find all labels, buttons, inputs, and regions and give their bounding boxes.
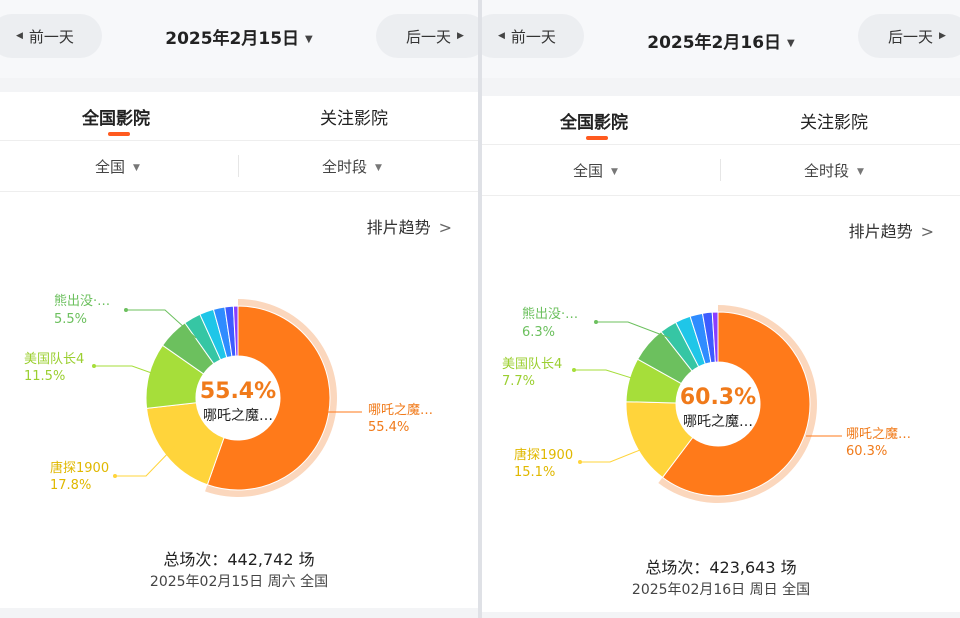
leader-line-tang [115,445,176,477]
leader-line-bear [126,309,197,339]
caret-left-icon: ◀ [16,31,23,41]
center-film-name: 哪吒之魔… [203,408,273,424]
schedule-trend-label: 排片趋势 [848,222,913,241]
period-filter[interactable]: 全时段 ▼ [804,160,864,181]
leader-dot-tang [578,460,582,464]
leader-line-bear [596,321,671,339]
caret-right-icon: ▶ [457,31,464,41]
caret-down-icon: ▼ [133,163,140,173]
center-film-name: 哪吒之魔… [683,414,753,430]
filter-separator [720,159,721,181]
caret-down-icon: ▼ [305,34,313,45]
total-showings: 总场次：423,643 场 [645,558,797,577]
label-nezha-name: 哪吒之魔… [368,403,433,418]
period-filter-label: 全时段 [322,158,368,176]
next-day-label: 后一天 [406,27,452,46]
label-nezha-pct: 55.4% [368,420,409,435]
region-filter[interactable]: 全国 ▼ [95,156,140,177]
cinema-tabs: 全国影院 关注影院 [0,92,478,141]
filter-bar: 全国 ▼ 全时段 ▼ [482,145,960,196]
filter-separator [238,155,239,177]
prev-day-label: 前一天 [28,27,74,46]
date-bar: ◀ 前一天 2025年2月16日 ▼ 后一天 ▶ [482,0,960,78]
prev-day-button[interactable]: ◀ 前一天 [0,14,102,58]
share-donut-chart: 60.3% 哪吒之魔… 熊出没·… 6.3% 美国队长4 7.7% 唐探1900… [502,305,911,503]
period-filter-label: 全时段 [804,162,850,180]
leader-dot-tang [113,474,117,478]
leader-line-tang [580,449,641,463]
center-percent: 60.3% [680,385,756,410]
panel-divider [478,0,482,618]
label-captain-name: 美国队长4 [502,357,562,372]
stats-date: 2025年02月16日 周日 全国 [631,582,811,598]
region-filter-label: 全国 [573,162,604,180]
label-captain-name: 美国队长4 [24,352,84,367]
label-bear-pct: 5.5% [54,312,87,327]
chevron-right-icon: > [438,218,452,237]
label-nezha-name: 哪吒之魔… [846,427,911,442]
leader-dot-captain [572,368,576,372]
panel-feb15: ◀ 前一天 2025年2月15日 ▼ 后一天 ▶ 全国影院 关注影院 全国 ▼ 全时… [0,0,478,618]
period-filter[interactable]: 全时段 ▼ [322,156,382,177]
tab-followed-cinemas[interactable]: 关注影院 [800,113,868,133]
next-day-button[interactable]: 后一天 ▶ [858,14,960,58]
donut-hole [676,362,760,446]
region-filter-label: 全国 [95,158,126,176]
label-nezha-pct: 60.3% [846,444,887,459]
chevron-right-icon: > [920,222,934,241]
label-tang-pct: 15.1% [514,465,555,480]
tab-national-cinemas[interactable]: 全国影院 [560,113,628,133]
leader-dot-bear [594,320,598,324]
total-showings: 总场次：442,742 场 [163,550,315,569]
prev-day-button[interactable]: ◀ 前一天 [482,14,584,58]
date-selector[interactable]: 2025年2月15日 ▼ [0,24,478,49]
tab-national-cinemas[interactable]: 全国影院 [82,109,150,129]
label-tang-name: 唐探1900 [50,460,109,476]
leader-line-captain [574,369,639,381]
date-selector[interactable]: 2025年2月16日 ▼ [482,28,960,53]
caret-down-icon: ▼ [375,163,382,173]
leader-line-captain [94,365,161,377]
prev-day-label: 前一天 [510,27,556,46]
label-tang-name: 唐探1900 [514,447,573,463]
tab-indicator [586,136,608,140]
caret-down-icon: ▼ [787,38,795,49]
label-bear-pct: 6.3% [522,325,555,340]
schedule-trend-label: 排片趋势 [366,218,431,237]
tab-indicator [108,132,130,136]
region-filter[interactable]: 全国 ▼ [573,160,618,181]
caret-left-icon: ◀ [498,31,505,41]
date-bar: ◀ 前一天 2025年2月15日 ▼ 后一天 ▶ [0,0,478,78]
schedule-trend-link[interactable]: 排片趋势 > [367,214,452,238]
stats-date: 2025年02月15日 周六 全国 [149,574,329,590]
share-donut-chart: 55.4% 哪吒之魔… 熊出没·… 5.5% 美国队长4 11.5% 唐探190… [24,293,433,497]
caret-right-icon: ▶ [939,31,946,41]
center-percent: 55.4% [200,379,276,404]
label-tang-pct: 17.8% [50,478,91,493]
caret-down-icon: ▼ [611,167,618,177]
panel-feb16: ◀ 前一天 2025年2月16日 ▼ 后一天 ▶ 全国影院 关注影院 全国 ▼ 全时… [482,0,960,618]
tab-followed-cinemas[interactable]: 关注影院 [320,109,388,129]
filter-bar: 全国 ▼ 全时段 ▼ [0,141,478,192]
cinema-tabs: 全国影院 关注影院 [482,96,960,145]
caret-down-icon: ▼ [857,167,864,177]
next-day-label: 后一天 [888,27,934,46]
next-day-button[interactable]: 后一天 ▶ [376,14,478,58]
leader-dot-captain [92,364,96,368]
leader-dot-bear [124,308,128,312]
schedule-trend-link[interactable]: 排片趋势 > [849,218,934,242]
label-bear-name: 熊出没·… [54,293,110,309]
label-captain-pct: 11.5% [24,369,65,384]
date-label: 2025年2月16日 [647,33,782,53]
label-bear-name: 熊出没·… [522,306,578,322]
donut-hole [196,356,280,440]
label-captain-pct: 7.7% [502,374,535,389]
date-label: 2025年2月15日 [165,29,300,49]
